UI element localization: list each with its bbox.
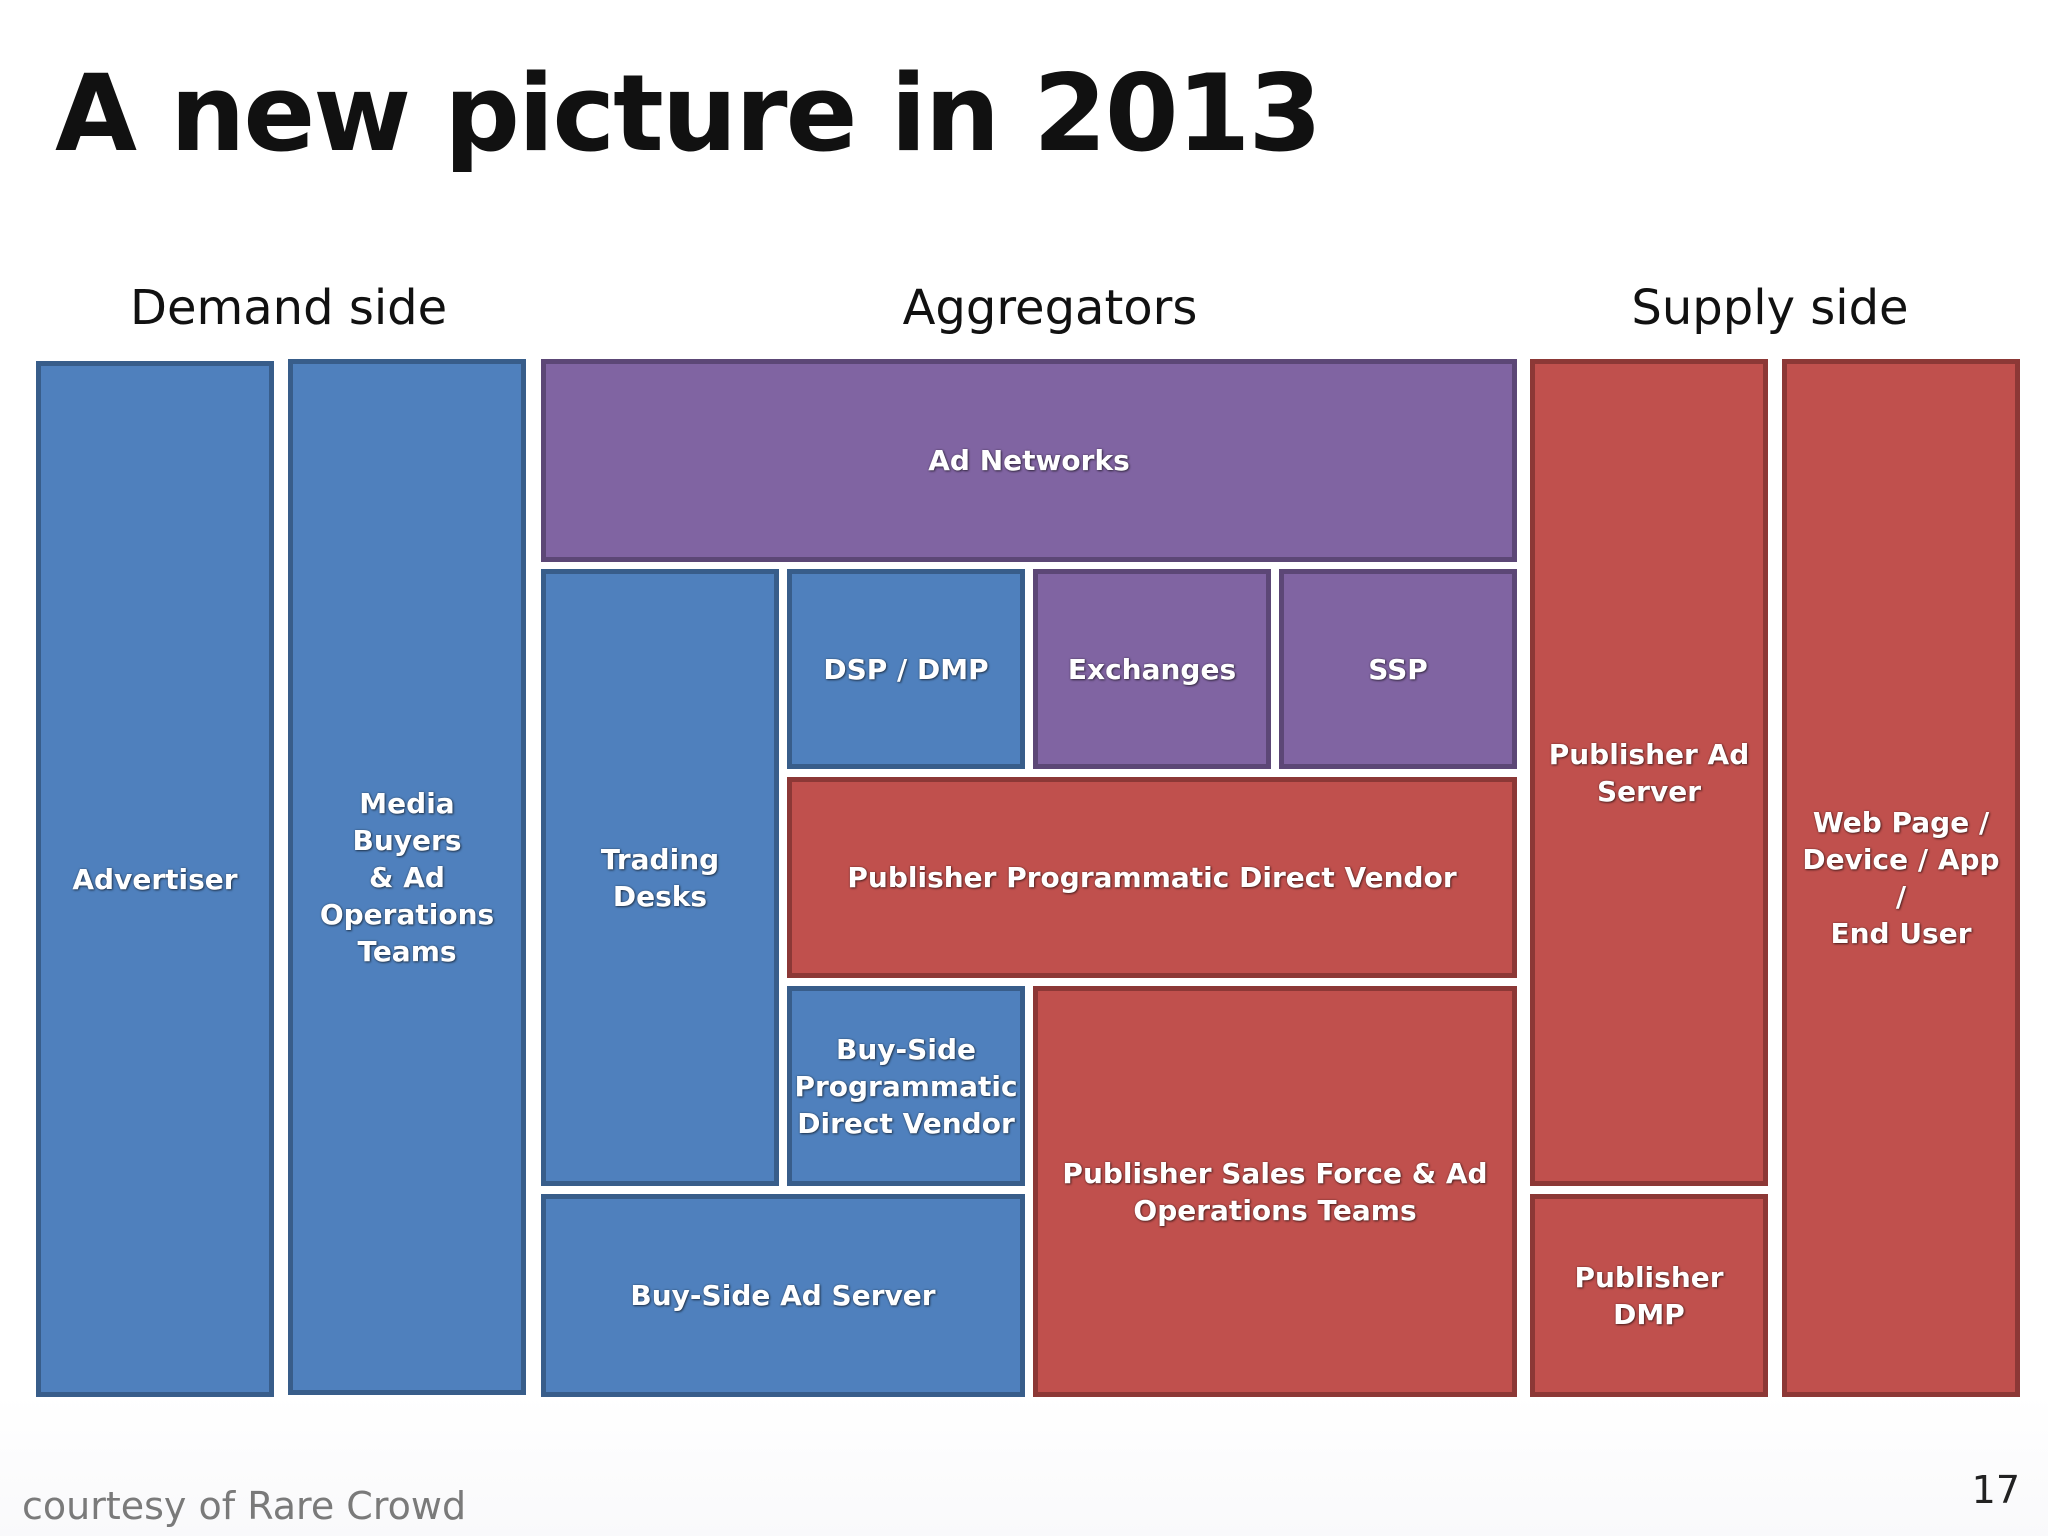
box-buyside-programmatic-direct-label: Buy-Side Programmatic Direct Vendor — [794, 1032, 1018, 1140]
slide-title: A new picture in 2013 — [55, 52, 1322, 175]
box-exchanges: Exchanges — [1033, 569, 1271, 769]
box-dsp-dmp: DSP / DMP — [787, 569, 1025, 769]
box-publisher-ad-server: Publisher Ad Server — [1530, 359, 1768, 1186]
section-label-demand: Demand side — [130, 280, 448, 336]
box-ad-networks-label: Ad Networks — [928, 444, 1130, 477]
box-buyside-programmatic-direct: Buy-Side Programmatic Direct Vendor — [787, 986, 1025, 1186]
section-label-aggregators: Aggregators — [902, 280, 1198, 336]
box-publisher-programmatic-direct: Publisher Programmatic Direct Vendor — [787, 777, 1517, 978]
box-media-buyers: Media Buyers & Ad Operations Teams — [288, 359, 526, 1395]
box-ad-networks: Ad Networks — [541, 359, 1517, 562]
box-publisher-sales-force-label: Publisher Sales Force & Ad Operations Te… — [1062, 1156, 1488, 1227]
section-label-supply: Supply side — [1631, 280, 1909, 336]
footer-fade — [0, 1395, 2048, 1536]
box-publisher-programmatic-direct-label: Publisher Programmatic Direct Vendor — [847, 861, 1457, 894]
box-dsp-dmp-label: DSP / DMP — [823, 652, 989, 686]
box-exchanges-label: Exchanges — [1067, 652, 1237, 686]
page-number: 17 — [1971, 1468, 2020, 1512]
box-trading-desks-label: Trading Desks — [600, 842, 720, 913]
box-advertiser: Advertiser — [36, 361, 274, 1397]
box-publisher-sales-force: Publisher Sales Force & Ad Operations Te… — [1033, 986, 1517, 1397]
credit-text: courtesy of Rare Crowd — [22, 1484, 467, 1528]
box-ssp: SSP — [1279, 569, 1517, 769]
box-ssp-label: SSP — [1368, 652, 1428, 686]
box-media-buyers-label: Media Buyers & Ad Operations Teams — [319, 786, 495, 968]
box-buyside-ad-server-label: Buy-Side Ad Server — [630, 1279, 936, 1312]
box-publisher-ad-server-label: Publisher Ad Server — [1548, 737, 1750, 808]
box-buyside-ad-server: Buy-Side Ad Server — [541, 1194, 1025, 1397]
box-advertiser-label: Advertiser — [72, 862, 238, 896]
box-publisher-dmp: Publisher DMP — [1530, 1194, 1768, 1397]
box-publisher-dmp-label: Publisher DMP — [1574, 1260, 1724, 1331]
box-trading-desks: Trading Desks — [541, 569, 779, 1186]
box-web-page-end-user: Web Page / Device / App / End User — [1782, 359, 2020, 1397]
box-web-page-end-user-label: Web Page / Device / App / End User — [1802, 806, 2000, 950]
